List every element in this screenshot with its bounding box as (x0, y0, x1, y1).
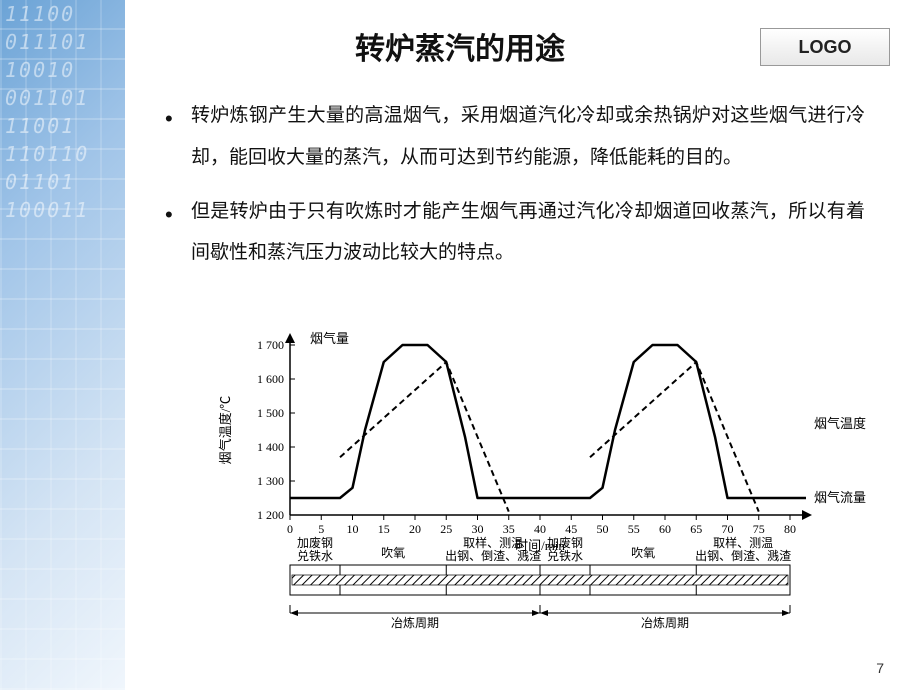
logo-placeholder: LOGO (760, 28, 890, 66)
svg-text:15: 15 (378, 522, 390, 536)
svg-text:1 700: 1 700 (257, 338, 284, 352)
svg-text:30: 30 (472, 522, 484, 536)
svg-text:吹氧: 吹氧 (381, 546, 405, 560)
svg-text:加废钢: 加废钢 (297, 535, 333, 550)
svg-text:1 600: 1 600 (257, 372, 284, 386)
svg-text:烟气量: 烟气量 (310, 331, 349, 346)
svg-text:10: 10 (347, 522, 359, 536)
svg-text:冶炼周期: 冶炼周期 (391, 615, 439, 630)
svg-text:25: 25 (440, 522, 452, 536)
svg-text:75: 75 (753, 522, 765, 536)
line-chart: 1 200 1 300 1 400 1 500 1 600 1 700 0 5 10 15 20 25… (200, 330, 880, 670)
svg-text:80: 80 (784, 522, 796, 536)
bullet-item: 但是转炉由于只有吹炼时才能产生烟气再通过汽化冷却烟道回收蒸汽，所以有着间歇性和蒸… (165, 191, 865, 275)
svg-text:出钢、倒渣、溅渣: 出钢、倒渣、溅渣 (695, 548, 791, 563)
side-decoration: 11100 011101 10010 001101 11001 110110 0… (0, 0, 125, 690)
svg-text:兑铁水: 兑铁水 (547, 549, 583, 563)
svg-text:取样、测温: 取样、测温 (463, 535, 523, 550)
svg-text:45: 45 (565, 522, 577, 536)
svg-text:1 300: 1 300 (257, 474, 284, 488)
svg-text:50: 50 (597, 522, 609, 536)
bullet-list: 转炉炼钢产生大量的高温烟气，采用烟道汽化冷却或余热锅炉对这些烟气进行冷却，能回收… (165, 95, 865, 274)
svg-text:5: 5 (318, 522, 324, 536)
body-text: 转炉炼钢产生大量的高温烟气，采用烟道汽化冷却或余热锅炉对这些烟气进行冷却，能回收… (165, 95, 865, 286)
svg-text:出钢、倒渣、溅渣: 出钢、倒渣、溅渣 (445, 548, 541, 563)
svg-text:70: 70 (722, 522, 734, 536)
svg-text:吹氧: 吹氧 (631, 546, 655, 560)
svg-text:55: 55 (628, 522, 640, 536)
svg-text:烟气温度: 烟气温度 (814, 416, 866, 431)
chart-container: 1 200 1 300 1 400 1 500 1 600 1 700 0 5 10 15 20 25… (200, 330, 880, 670)
svg-text:0: 0 (287, 522, 293, 536)
svg-text:1 200: 1 200 (257, 508, 284, 522)
logo-text: LOGO (799, 37, 852, 58)
svg-text:35: 35 (503, 522, 515, 536)
svg-text:取样、测温: 取样、测温 (713, 535, 773, 550)
svg-text:60: 60 (659, 522, 671, 536)
svg-text:1 400: 1 400 (257, 440, 284, 454)
svg-text:兑铁水: 兑铁水 (297, 549, 333, 563)
svg-text:烟气温度/℃: 烟气温度/℃ (218, 396, 233, 465)
svg-text:冶炼周期: 冶炼周期 (641, 615, 689, 630)
svg-text:20: 20 (409, 522, 421, 536)
svg-text:1 500: 1 500 (257, 406, 284, 420)
svg-text:烟气流量: 烟气流量 (814, 490, 866, 505)
bullet-item: 转炉炼钢产生大量的高温烟气，采用烟道汽化冷却或余热锅炉对这些烟气进行冷却，能回收… (165, 95, 865, 179)
svg-text:65: 65 (690, 522, 702, 536)
svg-text:40: 40 (534, 522, 546, 536)
svg-text:加废钢: 加废钢 (547, 535, 583, 550)
page-number: 7 (876, 660, 884, 676)
